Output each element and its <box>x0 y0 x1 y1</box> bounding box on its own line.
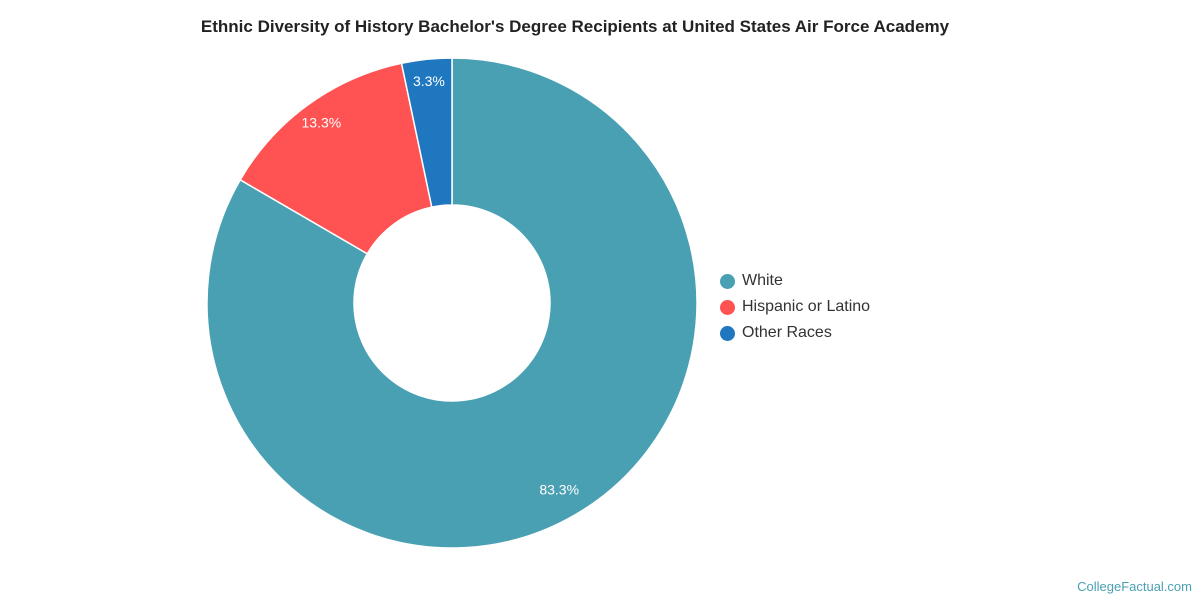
legend-item[interactable]: Hispanic or Latino <box>720 294 870 320</box>
slice-white[interactable] <box>206 57 698 549</box>
data-label: 13.3% <box>302 114 342 130</box>
slice-hispanic-or-latino[interactable] <box>239 62 433 255</box>
legend-label: Other Races <box>742 324 832 341</box>
slice-other-races[interactable] <box>400 57 453 208</box>
legend-swatch <box>720 299 735 315</box>
legend-item[interactable]: Other Races <box>720 320 870 346</box>
legend-item[interactable]: White <box>720 268 870 294</box>
data-label: 83.3% <box>539 481 579 497</box>
legend-label: White <box>742 272 783 289</box>
chart-title: Ethnic Diversity of History Bachelor's D… <box>200 17 950 36</box>
legend: White Hispanic or Latino Other Races <box>720 268 870 346</box>
legend-swatch <box>720 273 735 289</box>
legend-swatch <box>720 325 735 341</box>
legend-label: Hispanic or Latino <box>742 298 871 315</box>
data-label: 3.3% <box>413 73 445 89</box>
credit-link[interactable]: CollegeFactual.com <box>1077 579 1192 594</box>
